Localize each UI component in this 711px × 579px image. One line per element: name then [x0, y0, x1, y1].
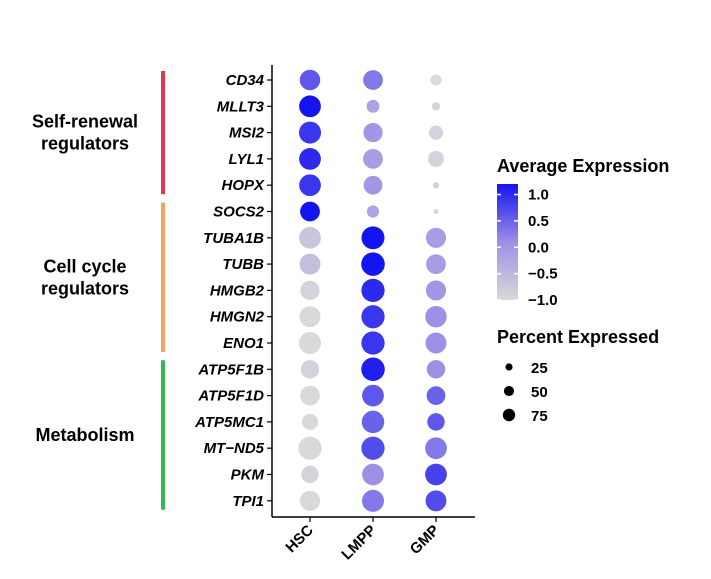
size-legend-title: Percent Expressed [497, 327, 659, 347]
color-legend: Average Expression 1.0 0.5 0.0 −0.5 −1.0 [497, 156, 669, 309]
dot [300, 360, 320, 379]
dot [366, 205, 380, 218]
gene-label: ATP5F1D [197, 388, 264, 405]
size-legend: Percent Expressed 25 50 75 [497, 327, 659, 425]
dot [425, 437, 447, 460]
gene-label: CD34 [226, 72, 265, 89]
dot [361, 305, 385, 329]
dot [425, 305, 447, 328]
dot [361, 410, 385, 434]
colorbar-tick-label: 1.0 [528, 187, 549, 204]
dot [426, 254, 446, 274]
dot [361, 331, 385, 355]
dot [361, 278, 385, 303]
colorbar-tick-label: 0.0 [528, 239, 549, 256]
group-label: Cell cycle [43, 256, 126, 276]
gene-label: TUBB [222, 256, 264, 273]
dot [299, 148, 321, 170]
dot [430, 74, 442, 86]
dot [433, 208, 439, 215]
colorbar-tick-label: 0.5 [528, 213, 549, 230]
colorbar [497, 184, 518, 300]
dot [299, 306, 321, 328]
dot [361, 357, 385, 382]
dot [300, 385, 320, 406]
dot [432, 182, 440, 189]
dot [363, 122, 383, 143]
dot [298, 331, 322, 355]
dot [361, 489, 385, 512]
dot [425, 463, 447, 486]
group-label: Metabolism [35, 425, 134, 445]
group-label: Self-renewal [32, 112, 138, 132]
gene-label: HOPX [221, 177, 265, 194]
dot [366, 99, 380, 113]
dot [426, 360, 446, 379]
cell-type-label: HSC [282, 522, 317, 557]
dot-grid [298, 69, 447, 512]
dot [426, 386, 446, 405]
dot [361, 226, 385, 250]
dot [300, 201, 320, 222]
dot [299, 490, 321, 511]
gene-label: MSI2 [229, 125, 265, 142]
cell-type-label: GMP [407, 522, 443, 558]
size-legend-dot [502, 408, 516, 422]
dot [301, 413, 319, 430]
dot [362, 463, 384, 486]
dot [427, 413, 445, 431]
size-legend-dot [503, 385, 515, 397]
dot [425, 332, 447, 354]
cell-type-label: LMPP [338, 522, 379, 563]
dot [361, 436, 385, 460]
dot [299, 174, 321, 197]
size-legend-label: 75 [531, 408, 548, 425]
size-legend-label: 25 [531, 360, 548, 377]
size-legend-label: 50 [531, 384, 548, 401]
size-legend-dot [505, 363, 513, 371]
dot [299, 253, 321, 275]
dot [363, 175, 383, 195]
gene-label: HMGB2 [210, 282, 265, 299]
dot [301, 465, 319, 484]
gene-label: HMGN2 [210, 309, 265, 326]
dot [428, 125, 444, 140]
dot [300, 280, 320, 301]
color-legend-title: Average Expression [497, 156, 669, 176]
dot [298, 436, 322, 460]
dot [298, 121, 322, 144]
gene-label: ATP5F1B [197, 361, 264, 378]
gene-label: PKM [231, 467, 265, 484]
dot [361, 252, 385, 276]
dot [425, 490, 447, 512]
dot [425, 280, 447, 301]
group-label: regulators [41, 134, 129, 154]
colorbar-tick-label: −0.5 [528, 266, 558, 283]
dot [299, 95, 321, 118]
dot [299, 226, 321, 249]
dot [363, 149, 383, 169]
gene-label: MT−ND5 [204, 440, 265, 457]
dot [299, 69, 321, 91]
gene-label: TPI1 [232, 493, 264, 510]
gene-label: TUBA1B [203, 230, 264, 247]
gene-label: LYL1 [228, 151, 264, 168]
dot [425, 227, 447, 248]
dot [363, 70, 383, 90]
gene-label: MLLT3 [217, 98, 265, 115]
gene-label: ENO1 [223, 335, 264, 352]
dot [362, 384, 384, 407]
plot-axes: CD34 MLLT3 MSI2 LYL1 HOPX SOCS2 TUBA1B TUBB HMGB… [194, 65, 475, 563]
dot [427, 150, 445, 167]
group-label: regulators [41, 278, 129, 298]
colorbar-tick-label: −1.0 [528, 292, 558, 309]
gene-label: ATP5MC1 [194, 414, 264, 431]
gene-label: SOCS2 [213, 204, 265, 221]
dot [431, 102, 441, 111]
